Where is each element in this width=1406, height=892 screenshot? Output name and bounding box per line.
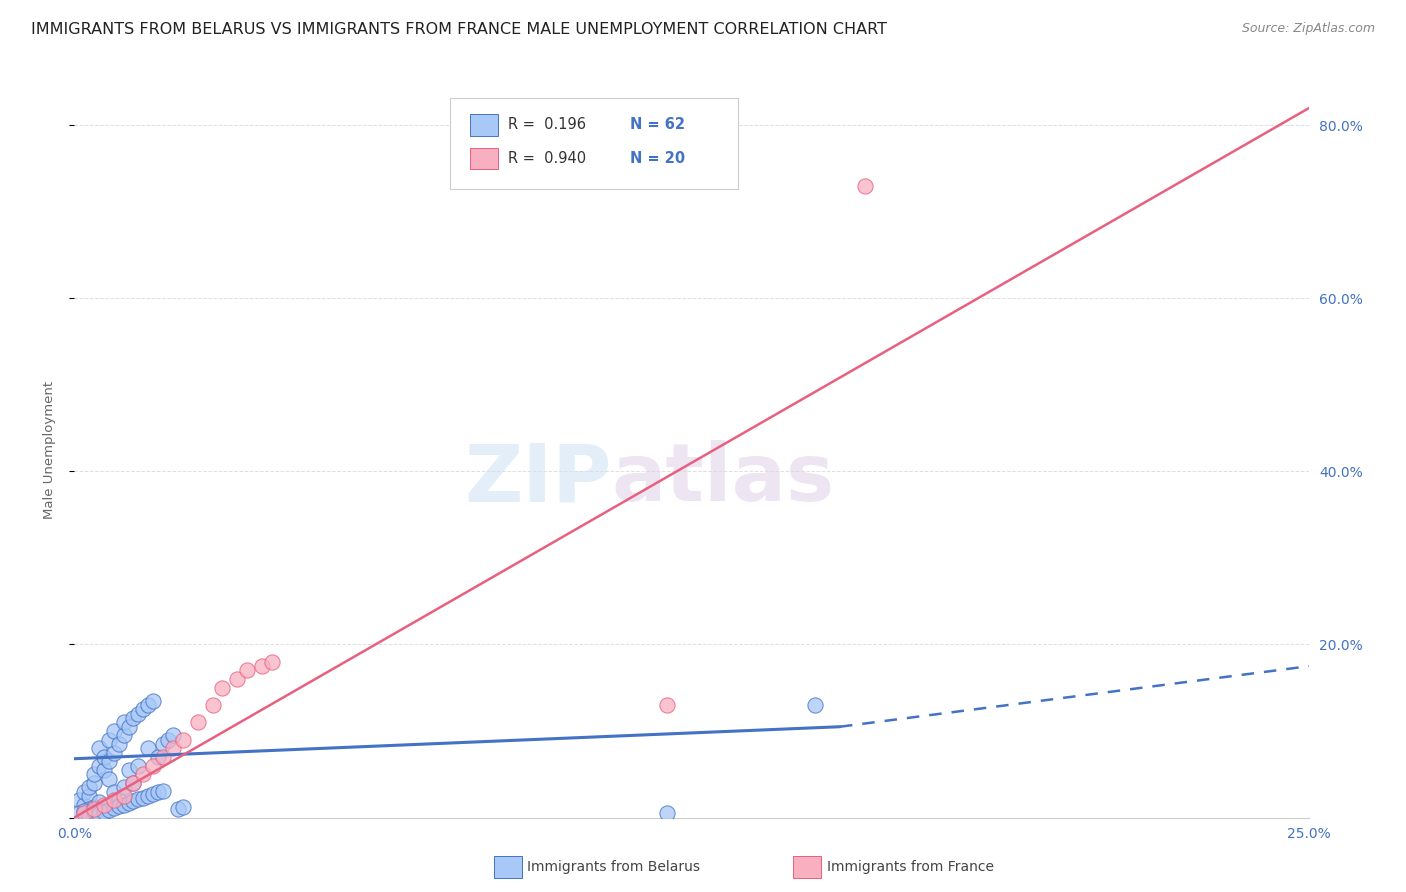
Point [83, 802, 105, 816]
Point [87, 795, 110, 809]
Point [103, 784, 125, 798]
Point [122, 776, 145, 790]
Point [112, 797, 135, 812]
Point [107, 737, 129, 751]
Point [93, 750, 115, 764]
Point [236, 664, 259, 678]
Point [211, 681, 233, 695]
Text: atlas: atlas [612, 440, 835, 518]
Point [97, 755, 120, 769]
Point [103, 746, 125, 760]
Point [97, 772, 120, 786]
Point [67, 793, 90, 807]
Point [260, 655, 283, 669]
Point [93, 763, 115, 777]
Text: Immigrants from France: Immigrants from France [827, 860, 994, 874]
Point [152, 737, 174, 751]
Text: R =  0.196: R = 0.196 [508, 118, 585, 132]
Text: N = 62: N = 62 [630, 118, 685, 132]
Point [67, 806, 90, 821]
Point [804, 698, 827, 712]
Point [73, 784, 96, 798]
Point [77, 808, 100, 822]
Point [112, 780, 135, 795]
Point [93, 805, 115, 819]
Point [122, 711, 145, 725]
Point [162, 741, 184, 756]
Point [655, 698, 678, 712]
Point [112, 789, 135, 803]
Text: ZIP: ZIP [464, 440, 612, 518]
Point [112, 715, 135, 730]
Point [187, 715, 209, 730]
Text: N = 20: N = 20 [630, 152, 685, 166]
Point [83, 776, 105, 790]
Point [103, 724, 125, 739]
Point [162, 728, 184, 742]
Point [201, 698, 224, 712]
Point [127, 792, 149, 806]
Point [77, 780, 100, 795]
Point [87, 758, 110, 772]
Point [117, 720, 139, 734]
Point [127, 758, 149, 772]
Point [73, 804, 96, 818]
Text: Source: ZipAtlas.com: Source: ZipAtlas.com [1241, 22, 1375, 36]
Point [83, 767, 105, 781]
Point [73, 797, 96, 812]
Point [107, 799, 129, 814]
Point [655, 806, 678, 821]
Point [97, 732, 120, 747]
Point [112, 728, 135, 742]
Point [132, 790, 155, 805]
Point [250, 659, 273, 673]
Point [136, 741, 159, 756]
Point [87, 807, 110, 822]
Text: IMMIGRANTS FROM BELARUS VS IMMIGRANTS FROM FRANCE MALE UNEMPLOYMENT CORRELATION : IMMIGRANTS FROM BELARUS VS IMMIGRANTS FR… [31, 22, 887, 37]
Text: R =  0.940: R = 0.940 [508, 152, 586, 166]
Point [132, 767, 155, 781]
Point [73, 806, 96, 821]
Point [157, 732, 180, 747]
Text: Immigrants from Belarus: Immigrants from Belarus [527, 860, 700, 874]
Y-axis label: Male Unemployment: Male Unemployment [44, 381, 56, 519]
Point [87, 741, 110, 756]
Point [77, 789, 100, 803]
Point [103, 793, 125, 807]
Point [97, 803, 120, 817]
Point [107, 793, 129, 807]
Point [132, 702, 155, 716]
Point [77, 802, 100, 816]
Point [117, 763, 139, 777]
Point [83, 800, 105, 814]
Point [122, 776, 145, 790]
Point [103, 801, 125, 815]
Point [136, 789, 159, 803]
Point [152, 750, 174, 764]
Point [142, 694, 165, 708]
Point [93, 804, 115, 818]
Point [853, 178, 876, 193]
Point [152, 784, 174, 798]
Point [93, 797, 115, 812]
Point [146, 750, 169, 764]
Point [122, 794, 145, 808]
Point [172, 732, 194, 747]
Point [142, 787, 165, 801]
Point [83, 805, 105, 820]
Point [136, 698, 159, 712]
Point [172, 800, 194, 814]
Point [167, 802, 190, 816]
Point [117, 796, 139, 810]
Point [146, 785, 169, 799]
Point [142, 758, 165, 772]
Point [127, 706, 149, 721]
Point [226, 672, 249, 686]
